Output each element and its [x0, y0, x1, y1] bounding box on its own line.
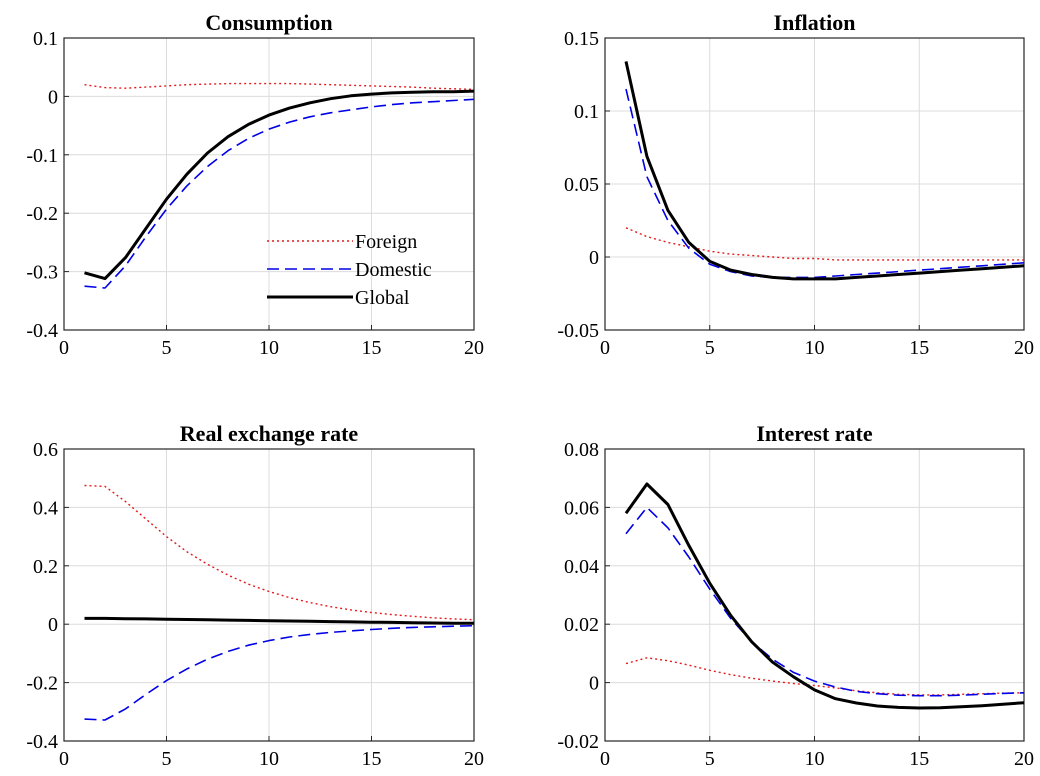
y-tick-label: -0.3 — [26, 262, 58, 284]
x-tick-label: 15 — [909, 748, 929, 770]
legend-label-foreign: Foreign — [355, 231, 417, 253]
y-tick-label: -0.2 — [26, 673, 58, 695]
y-tick-label: -0.02 — [557, 731, 599, 753]
chart-title: Inflation — [774, 10, 856, 35]
y-tick-label: -0.4 — [26, 731, 58, 753]
x-tick-label: 5 — [705, 748, 715, 770]
series-line-global — [84, 89, 475, 281]
x-tick-label: 10 — [259, 748, 279, 770]
y-tick-label: 0 — [589, 247, 599, 269]
x-tick-label: 5 — [705, 337, 715, 359]
y-tick-label: 0.08 — [564, 439, 599, 461]
x-tick-label: 0 — [59, 748, 69, 770]
legend: Foreign Domestic Global — [267, 231, 432, 309]
x-tick-label: 20 — [464, 748, 484, 770]
chart-title: Interest rate — [756, 421, 872, 446]
y-tick-label: -0.05 — [557, 320, 599, 342]
x-tick-label: 5 — [162, 748, 172, 770]
series-line-domestic — [625, 88, 1025, 279]
x-tick-label: 15 — [362, 337, 382, 359]
x-tick-label: 10 — [259, 337, 279, 359]
y-tick-label: 0.04 — [564, 556, 599, 578]
chart-title: Consumption — [205, 10, 332, 35]
series-line-foreign — [625, 657, 1025, 696]
x-tick-label: 15 — [362, 748, 382, 770]
panel-real-exchange-rate: 0 5 10 15 20 -0.4 -0.2 0 0.2 0.4 0.6 Real exchange … — [26, 421, 484, 770]
y-tick-label: 0.1 — [33, 28, 58, 50]
series-line-global — [624, 61, 1025, 281]
series-line-foreign — [84, 82, 475, 91]
x-tick-label: 20 — [1014, 748, 1034, 770]
x-tick-label: 0 — [59, 337, 69, 359]
y-tick-label: 0 — [48, 614, 58, 636]
y-tick-label: 0.15 — [564, 28, 599, 50]
y-tick-label: 0.2 — [33, 556, 58, 578]
x-tick-label: 0 — [600, 337, 610, 359]
x-tick-label: 5 — [162, 337, 172, 359]
x-tick-label: 10 — [805, 337, 825, 359]
series-line-foreign — [625, 227, 1024, 261]
panel-consumption: 0 5 10 15 20 -0.4 -0.3 -0.2 -0.1 0 0.1 Consumption F… — [26, 10, 484, 359]
y-tick-label: -0.4 — [26, 320, 58, 342]
series-line-global — [84, 616, 474, 625]
y-tick-label: -0.1 — [26, 145, 58, 167]
y-tick-label: 0.1 — [574, 101, 599, 123]
series-line-domestic — [84, 624, 475, 721]
x-tick-label: 10 — [805, 748, 825, 770]
series-line-domestic — [84, 98, 475, 289]
series-line-domestic — [625, 506, 1025, 697]
chart-title: Real exchange rate — [180, 421, 359, 446]
series-line-foreign — [84, 484, 475, 621]
y-tick-label: 0 — [589, 673, 599, 695]
legend-label-domestic: Domestic — [355, 259, 432, 281]
x-tick-label: 0 — [600, 748, 610, 770]
x-tick-label: 15 — [909, 337, 929, 359]
y-tick-label: 0.06 — [564, 497, 599, 519]
y-tick-label: 0.02 — [564, 614, 599, 636]
legend-label-global: Global — [355, 287, 410, 309]
x-tick-label: 20 — [464, 337, 484, 359]
series-line-global — [624, 482, 1025, 710]
y-tick-label: 0.4 — [33, 497, 58, 519]
y-tick-label: -0.2 — [26, 203, 58, 225]
y-tick-label: 0.6 — [33, 439, 58, 461]
y-tick-label: 0.05 — [564, 174, 599, 196]
x-tick-label: 20 — [1014, 337, 1034, 359]
y-tick-label: 0 — [48, 86, 58, 108]
